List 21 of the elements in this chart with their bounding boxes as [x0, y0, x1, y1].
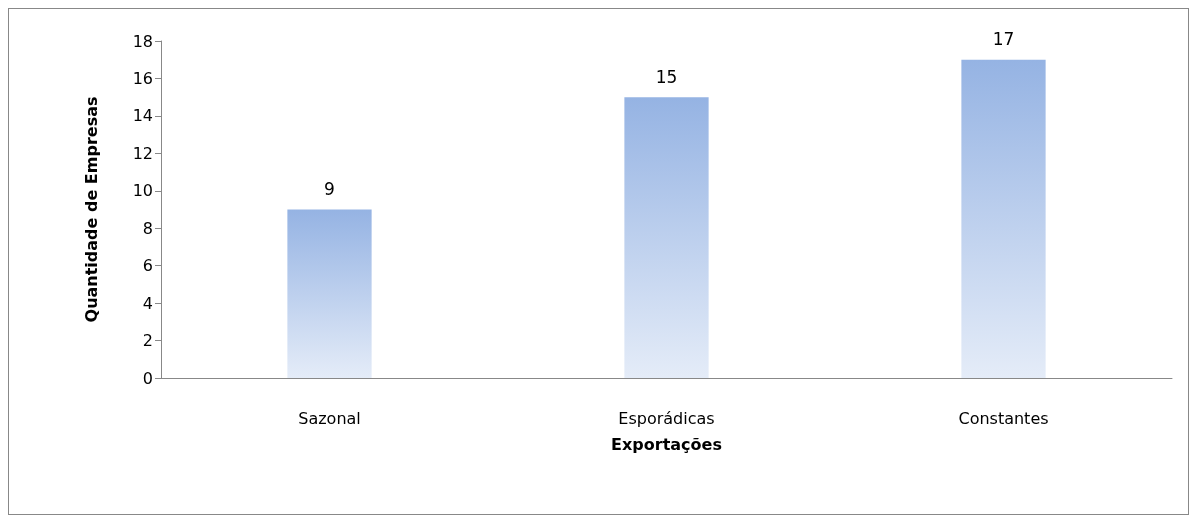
y-tick-label: 12 — [132, 143, 153, 163]
data-label: 9 — [324, 179, 335, 199]
y-tick-label: 0 — [142, 368, 153, 388]
bar — [624, 97, 709, 378]
y-tick-label: 2 — [142, 331, 153, 351]
data-label: 17 — [992, 29, 1015, 50]
y-tick-label: 16 — [132, 68, 153, 88]
bar — [287, 209, 372, 378]
x-axis-title: Exportações — [611, 434, 722, 454]
y-tick-label: 4 — [142, 293, 153, 313]
y-tick-label: 18 — [132, 31, 153, 51]
y-tick-label: 6 — [142, 256, 153, 276]
x-tick-label: Constantes — [958, 408, 1049, 428]
y-tick-label: 8 — [142, 218, 153, 238]
x-tick-label: Esporádicas — [618, 408, 715, 428]
data-label: 15 — [655, 66, 678, 87]
y-axis-title: Quantidade de Empresas — [81, 96, 101, 323]
bar — [961, 59, 1046, 378]
x-tick-label: Sazonal — [298, 408, 361, 428]
y-tick-label: 14 — [132, 106, 153, 126]
y-tick-label: 10 — [132, 181, 153, 201]
